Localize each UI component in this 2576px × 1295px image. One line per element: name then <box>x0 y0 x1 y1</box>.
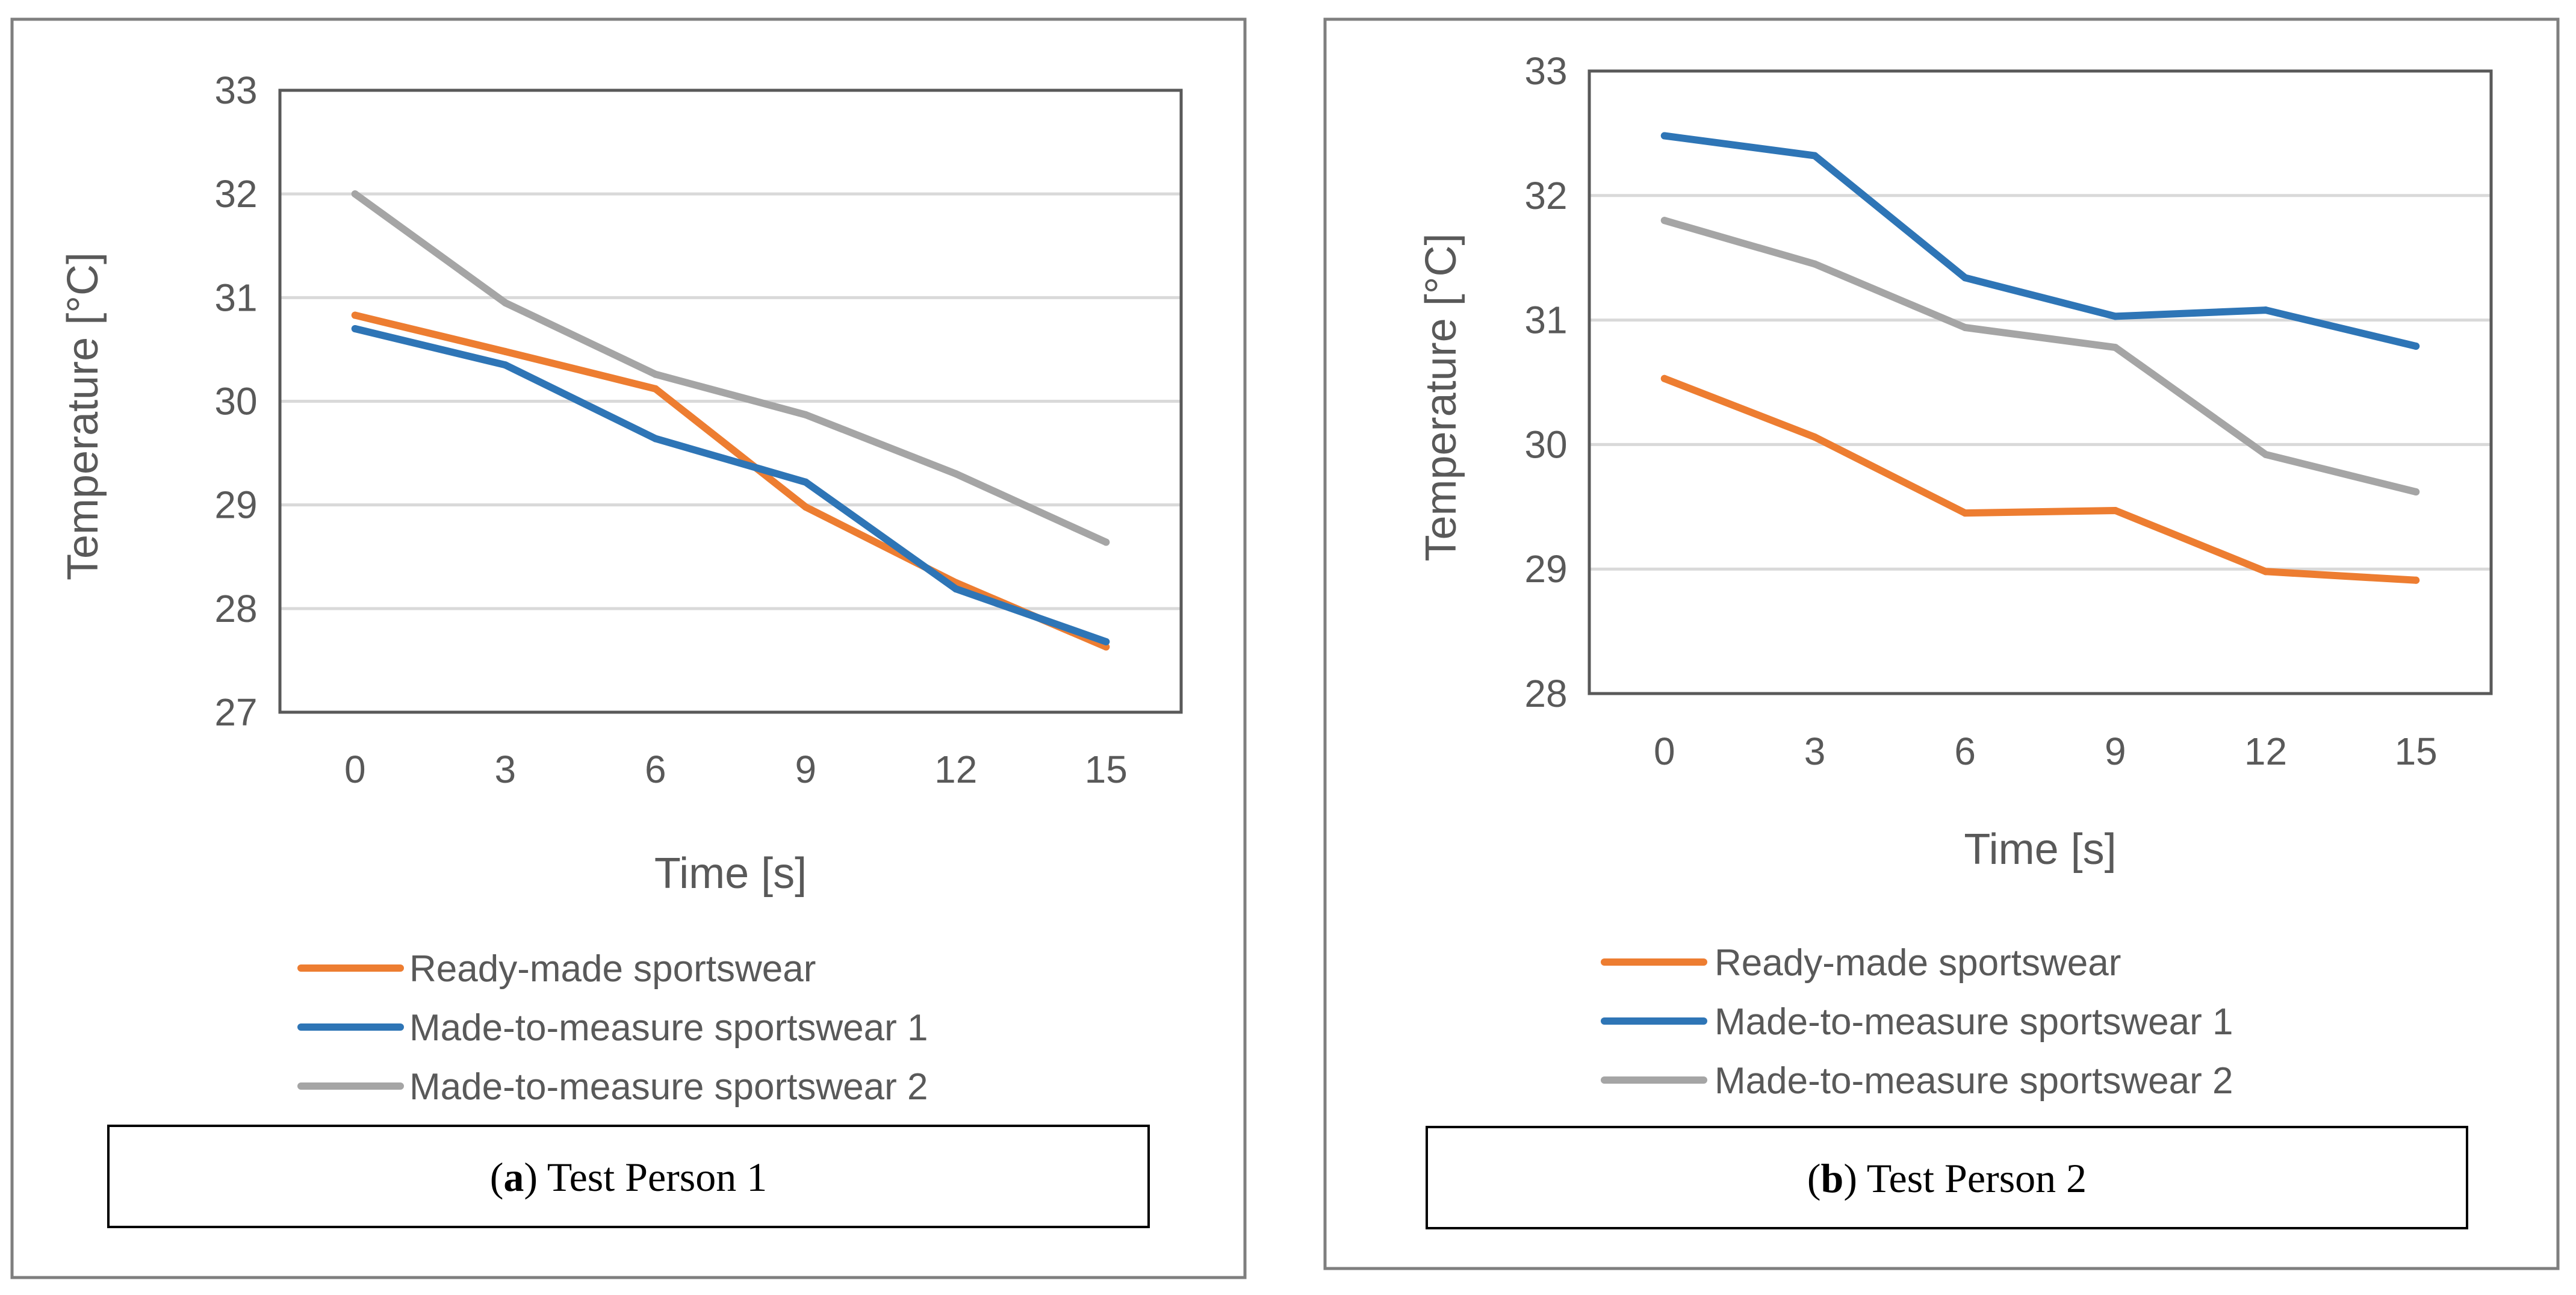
caption-text: (b) Test Person 2 <box>1807 1155 2087 1201</box>
plot-area <box>1587 69 2493 695</box>
legend-label: Ready-made sportswear <box>409 948 816 990</box>
data-point <box>2412 343 2420 350</box>
data-point <box>2111 344 2119 352</box>
legend-label: Made-to-measure sportswear 2 <box>409 1066 928 1108</box>
series-line-2 <box>1660 132 2420 350</box>
data-point <box>1102 638 1110 645</box>
data-point <box>501 361 509 369</box>
x-tick-label: 0 <box>1654 730 1675 773</box>
data-point <box>2262 568 2270 576</box>
data-point <box>1811 433 1819 441</box>
y-tick-label: 27 <box>214 691 257 734</box>
x-tick-label: 9 <box>2105 730 2126 773</box>
series-line-2 <box>351 325 1110 645</box>
data-point <box>802 478 810 486</box>
data-point <box>1811 260 1819 268</box>
y-tick-label: 29 <box>214 483 257 527</box>
data-point <box>2111 312 2119 320</box>
y-tick-label: 29 <box>1524 547 1567 591</box>
x-tick-label: 12 <box>934 748 977 791</box>
data-point <box>351 311 359 319</box>
data-point <box>1961 509 1969 517</box>
y-tick-label: 33 <box>1524 49 1567 93</box>
caption-label: ) Test Person 1 <box>524 1154 767 1200</box>
caption-open-paren: ( <box>1807 1155 1821 1201</box>
series-line-1 <box>351 311 1110 651</box>
y-tick-label: 30 <box>1524 423 1567 466</box>
caption-letter: a <box>503 1154 524 1200</box>
caption-box <box>1426 1126 2468 1229</box>
x-tick-label: 3 <box>1804 730 1826 773</box>
data-point <box>1660 132 1668 140</box>
series-line-3 <box>351 190 1110 546</box>
data-point <box>651 370 659 378</box>
y-tick-label: 31 <box>214 276 257 319</box>
y-tick-label: 32 <box>214 172 257 216</box>
x-tick-label: 9 <box>795 748 816 791</box>
data-point <box>651 385 659 393</box>
chart-panel-b: 28 29 30 31 32 33 0 3 6 9 12 15 Time [s] Temperature … <box>1323 17 2560 1270</box>
y-tick-label: 28 <box>214 587 257 630</box>
caption-text: (a) Test Person 1 <box>490 1154 768 1200</box>
data-point <box>2412 488 2420 495</box>
chart-panel-a: 27 28 29 30 31 32 33 0 3 6 9 12 15 Time [s] Temperatur… <box>10 17 1247 1279</box>
x-tick-label: 0 <box>344 748 366 791</box>
data-point <box>351 325 359 332</box>
data-point <box>1961 324 1969 332</box>
data-point <box>351 190 359 198</box>
x-axis-title: Time [s] <box>654 849 807 898</box>
data-point <box>802 411 810 418</box>
panel-frame <box>1323 17 2560 1270</box>
y-axis-title: Temperature [°C] <box>1417 234 1465 562</box>
caption-box <box>107 1125 1150 1228</box>
data-point <box>1660 217 1668 225</box>
x-tick-label: 6 <box>645 748 666 791</box>
data-point <box>2262 450 2270 458</box>
y-tick-label: 28 <box>1524 672 1567 715</box>
x-axis-title: Time [s] <box>1964 825 2116 874</box>
data-point <box>1102 538 1110 546</box>
series-line-3 <box>1660 217 2420 495</box>
y-tick-label: 32 <box>1524 174 1567 217</box>
y-axis-title: Temperature [°C] <box>59 252 107 580</box>
data-point <box>501 347 509 355</box>
data-point <box>952 585 960 593</box>
plot-area <box>278 89 1183 714</box>
data-point <box>2412 576 2420 584</box>
data-point <box>2262 306 2270 314</box>
data-point <box>1102 643 1110 651</box>
x-tick-label: 12 <box>2244 730 2287 773</box>
legend-label: Made-to-measure sportswear 2 <box>1715 1060 2233 1102</box>
legend-label: Made-to-measure sportswear 1 <box>409 1007 928 1049</box>
caption-letter: b <box>1820 1155 1843 1201</box>
data-point <box>1811 152 1819 160</box>
y-tick-label: 31 <box>1524 299 1567 342</box>
series-line-1 <box>1660 374 2420 584</box>
data-point <box>2111 507 2119 515</box>
data-point <box>952 470 960 478</box>
data-point <box>1961 274 1969 282</box>
y-tick-label: 33 <box>214 69 257 112</box>
data-point <box>651 435 659 443</box>
legend-label: Ready-made sportswear <box>1715 942 2121 984</box>
x-tick-label: 3 <box>494 748 516 791</box>
x-tick-label: 15 <box>1085 748 1128 791</box>
data-point <box>1660 374 1668 382</box>
y-tick-label: 30 <box>214 380 257 423</box>
data-point <box>501 299 509 306</box>
x-tick-label: 15 <box>2395 730 2438 773</box>
legend-label: Made-to-measure sportswear 1 <box>1715 1001 2233 1043</box>
caption-open-paren: ( <box>490 1154 504 1200</box>
caption-label: ) Test Person 2 <box>1843 1155 2087 1201</box>
data-point <box>802 503 810 511</box>
x-tick-label: 6 <box>1954 730 1976 773</box>
panel-frame <box>10 17 1247 1279</box>
